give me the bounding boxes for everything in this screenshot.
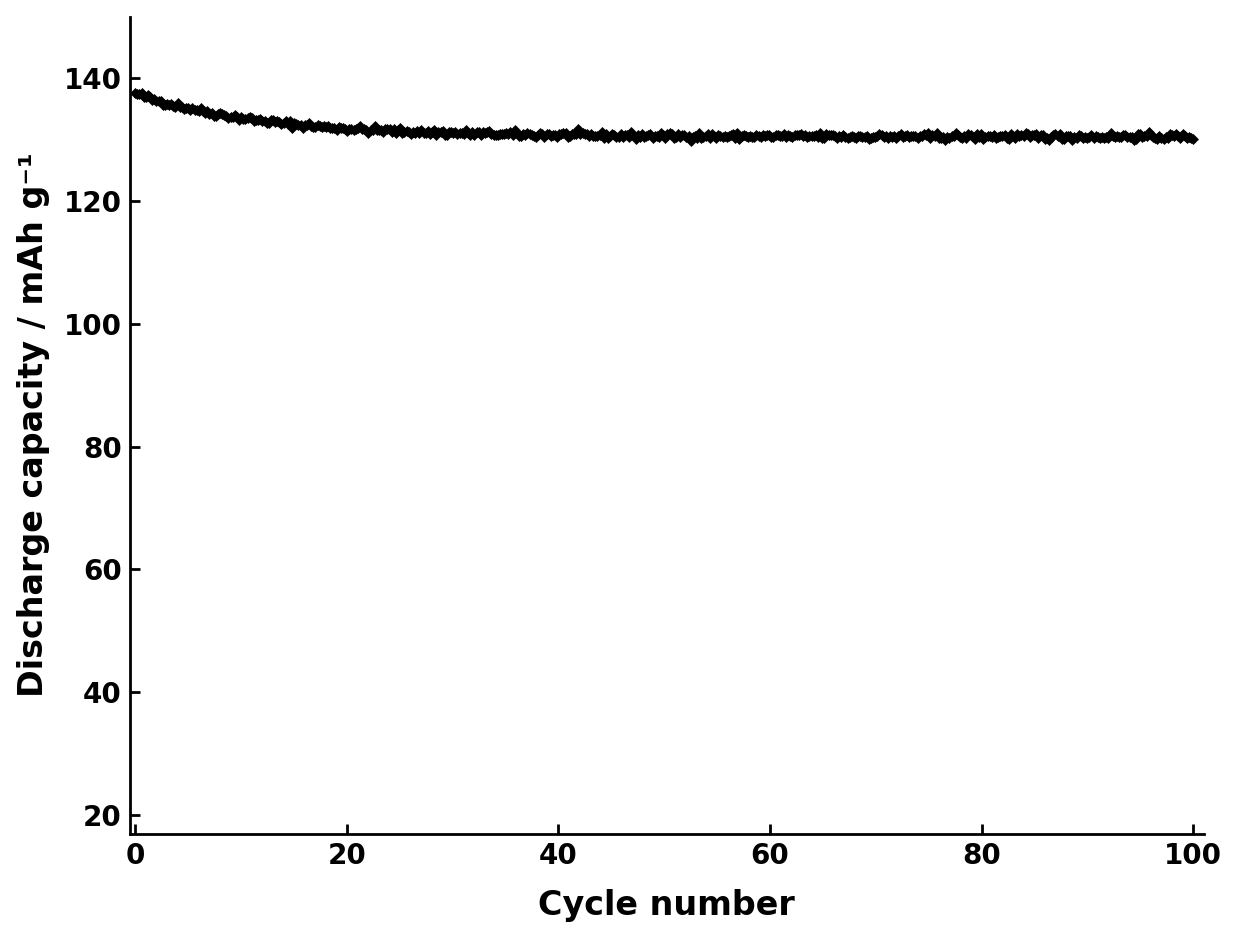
Y-axis label: Discharge capacity / mAh g⁻¹: Discharge capacity / mAh g⁻¹ — [16, 153, 50, 698]
X-axis label: Cycle number: Cycle number — [538, 889, 795, 922]
